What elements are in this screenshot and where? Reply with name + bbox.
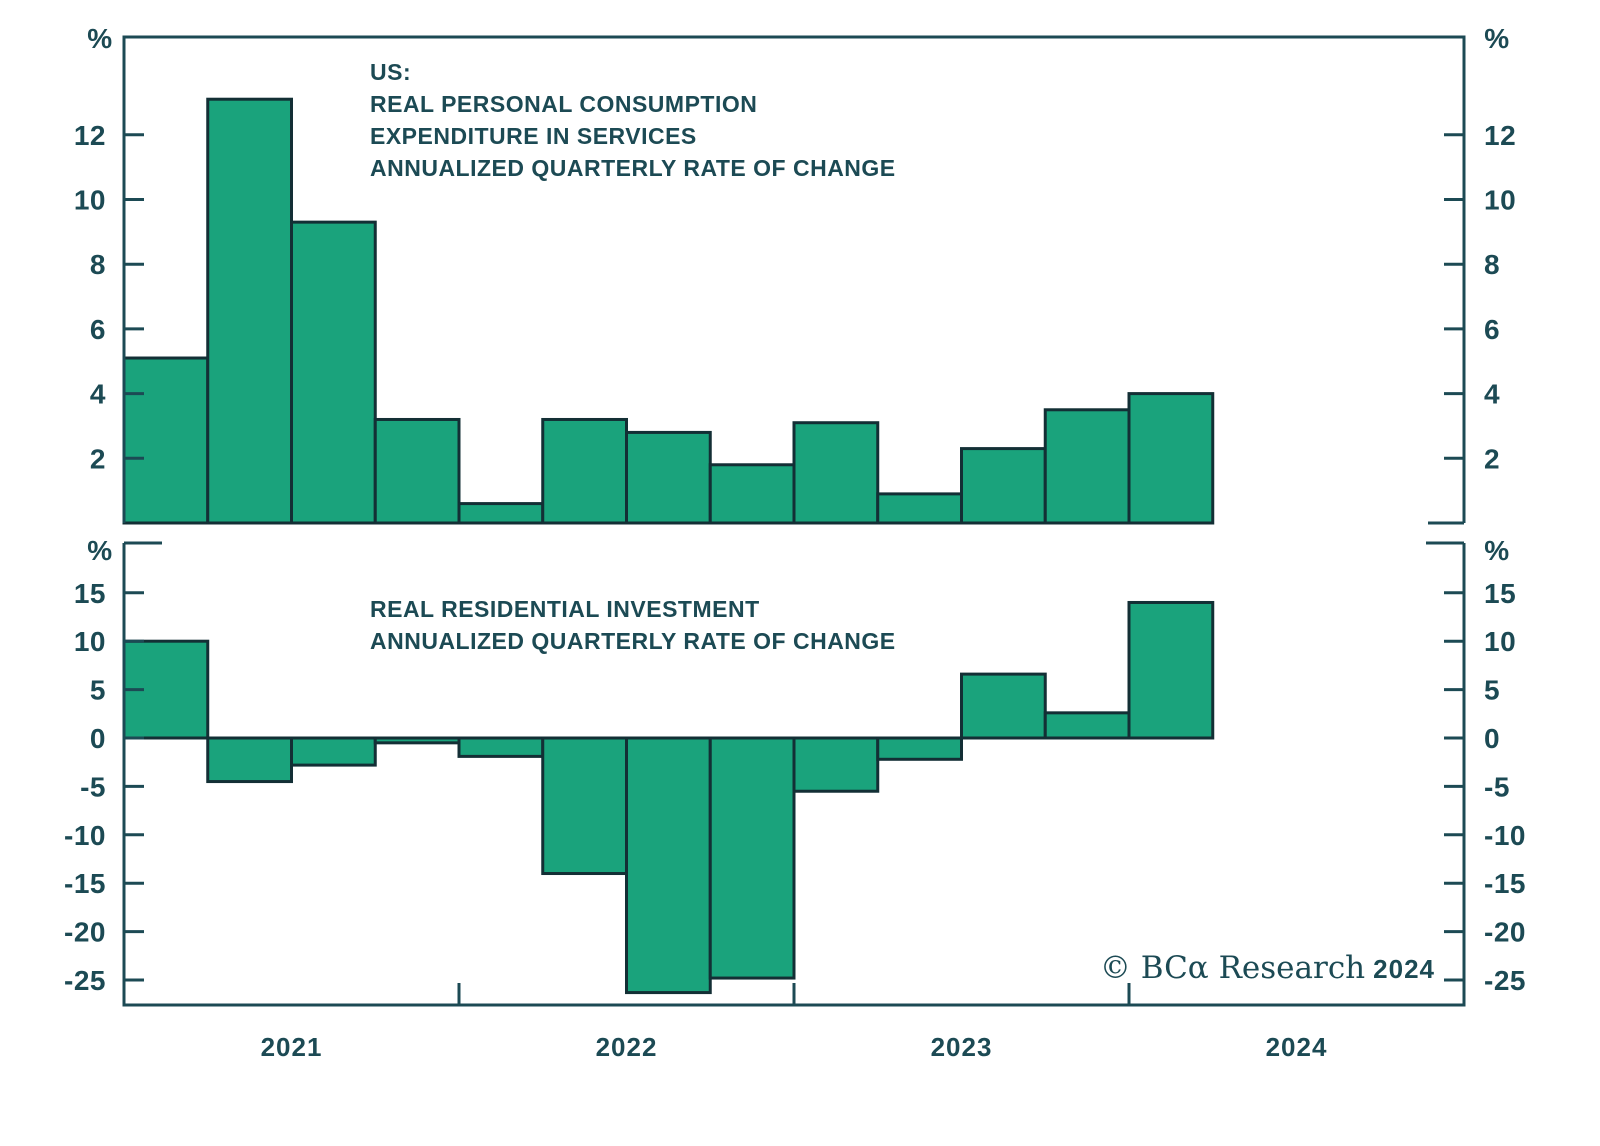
top-ytick-label-left: 2 — [90, 443, 106, 474]
top-bar-2022-q3 — [625, 430, 712, 525]
top-bar-2023-q1 — [792, 421, 880, 525]
top-bar-2023-q2 — [876, 492, 963, 525]
bottom-bar-2022-q1 — [457, 736, 545, 758]
copyright: © BCα Research 2024 — [1090, 950, 1435, 986]
bottom-bar-2023-q1 — [792, 736, 880, 793]
bottom-percent-label-left: % — [87, 535, 112, 566]
top-percent-label-right: % — [1484, 23, 1509, 54]
xtick-label-2024: 2024 — [1266, 1032, 1328, 1062]
bottom-ytick-label-left: 15 — [74, 578, 106, 609]
top-ytick-label-left: 4 — [90, 379, 106, 410]
bottom-bar-2021-q4 — [373, 736, 461, 745]
top-percent-label-left: % — [87, 23, 112, 54]
top-bar-2021-q3 — [290, 220, 377, 525]
top-bar-2022-q2 — [541, 417, 628, 525]
top-bar-2023-q3 — [960, 447, 1047, 525]
bottom-ytick-label-left: -15 — [64, 868, 106, 899]
top-chart-title-line: ANNUALIZED QUARTERLY RATE OF CHANGE — [370, 155, 896, 181]
top-ytick-label-left: 6 — [90, 314, 106, 345]
bottom-ytick-label-left: 10 — [74, 626, 106, 657]
xtick-label-2023: 2023 — [931, 1032, 993, 1062]
bottom-ytick-label-right: -5 — [1484, 771, 1510, 802]
top-chart-frame — [122, 35, 1466, 523]
top-chart-title-line: REAL PERSONAL CONSUMPTION — [370, 91, 758, 117]
bottom-ytick-label-left: -20 — [64, 917, 106, 948]
bottom-ytick-label-left: -5 — [80, 771, 106, 802]
bottom-chart-title-line: ANNUALIZED QUARTERLY RATE OF CHANGE — [370, 628, 896, 654]
top-ytick-label-left: 8 — [90, 249, 106, 280]
bottom-bar-2022-q4 — [708, 736, 796, 980]
copyright-brand: © BCα Research — [1099, 950, 1366, 986]
bottom-bar-2024-q1 — [1127, 600, 1215, 740]
bottom-percent-label-right: % — [1484, 535, 1509, 566]
bottom-ytick-label-left: -25 — [64, 965, 106, 996]
top-chart-title: US: REAL PERSONAL CONSUMPTION EXPENDITUR… — [370, 56, 896, 184]
top-bar-2024-q1 — [1127, 392, 1215, 525]
bottom-bar-2023-q3 — [960, 672, 1047, 740]
bottom-bar-2022-q3 — [625, 736, 712, 995]
top-ytick-label-right: 6 — [1484, 314, 1500, 345]
top-bar-2022-q1 — [457, 502, 545, 525]
top-ytick-label-right: 12 — [1484, 120, 1516, 151]
top-ytick-label-left: 12 — [74, 120, 106, 151]
bottom-ytick-label-right: 0 — [1484, 723, 1500, 754]
bottom-ytick-label-left: -10 — [64, 820, 106, 851]
bottom-ytick-label-right: -15 — [1484, 868, 1526, 899]
bottom-ytick-label-left: 5 — [90, 675, 106, 706]
bottom-ytick-label-right: 15 — [1484, 578, 1516, 609]
top-bar-2021-q4 — [373, 417, 461, 525]
bottom-ytick-label-right: 5 — [1484, 675, 1500, 706]
bottom-ytick-label-left: 0 — [90, 723, 106, 754]
top-ytick-label-right: 10 — [1484, 185, 1516, 216]
bottom-chart-title: REAL RESIDENTIAL INVESTMENT ANNUALIZED Q… — [370, 593, 896, 657]
top-bar-2023-q4 — [1043, 408, 1131, 525]
bottom-ytick-label-right: -10 — [1484, 820, 1526, 851]
top-ytick-label-right: 8 — [1484, 249, 1500, 280]
bottom-bar-2021-q3 — [290, 736, 377, 767]
top-ytick-label-right: 2 — [1484, 443, 1500, 474]
xtick-label-2021: 2021 — [261, 1032, 323, 1062]
bottom-ytick-label-right: 10 — [1484, 626, 1516, 657]
bottom-chart-title-line: REAL RESIDENTIAL INVESTMENT — [370, 596, 760, 622]
bottom-bar-2022-q2 — [541, 736, 628, 876]
bottom-bar-2021-q2 — [206, 736, 293, 784]
top-ytick-label-right: 4 — [1484, 379, 1500, 410]
top-bar-2022-q4 — [708, 463, 796, 525]
bottom-ytick-label-right: -20 — [1484, 917, 1526, 948]
xtick-label-2022: 2022 — [596, 1032, 658, 1062]
top-chart-title-line: US: — [370, 59, 412, 85]
bottom-bar-2023-q2 — [876, 736, 963, 761]
bottom-bar-2023-q4 — [1043, 711, 1131, 740]
bottom-ytick-label-right: -25 — [1484, 965, 1526, 996]
top-ytick-label-left: 10 — [74, 185, 106, 216]
copyright-year: 2024 — [1373, 954, 1435, 984]
top-bar-2021-q2 — [206, 97, 293, 525]
top-bar-2021-q1 — [122, 356, 210, 525]
top-chart-title-line: EXPENDITURE IN SERVICES — [370, 123, 697, 149]
